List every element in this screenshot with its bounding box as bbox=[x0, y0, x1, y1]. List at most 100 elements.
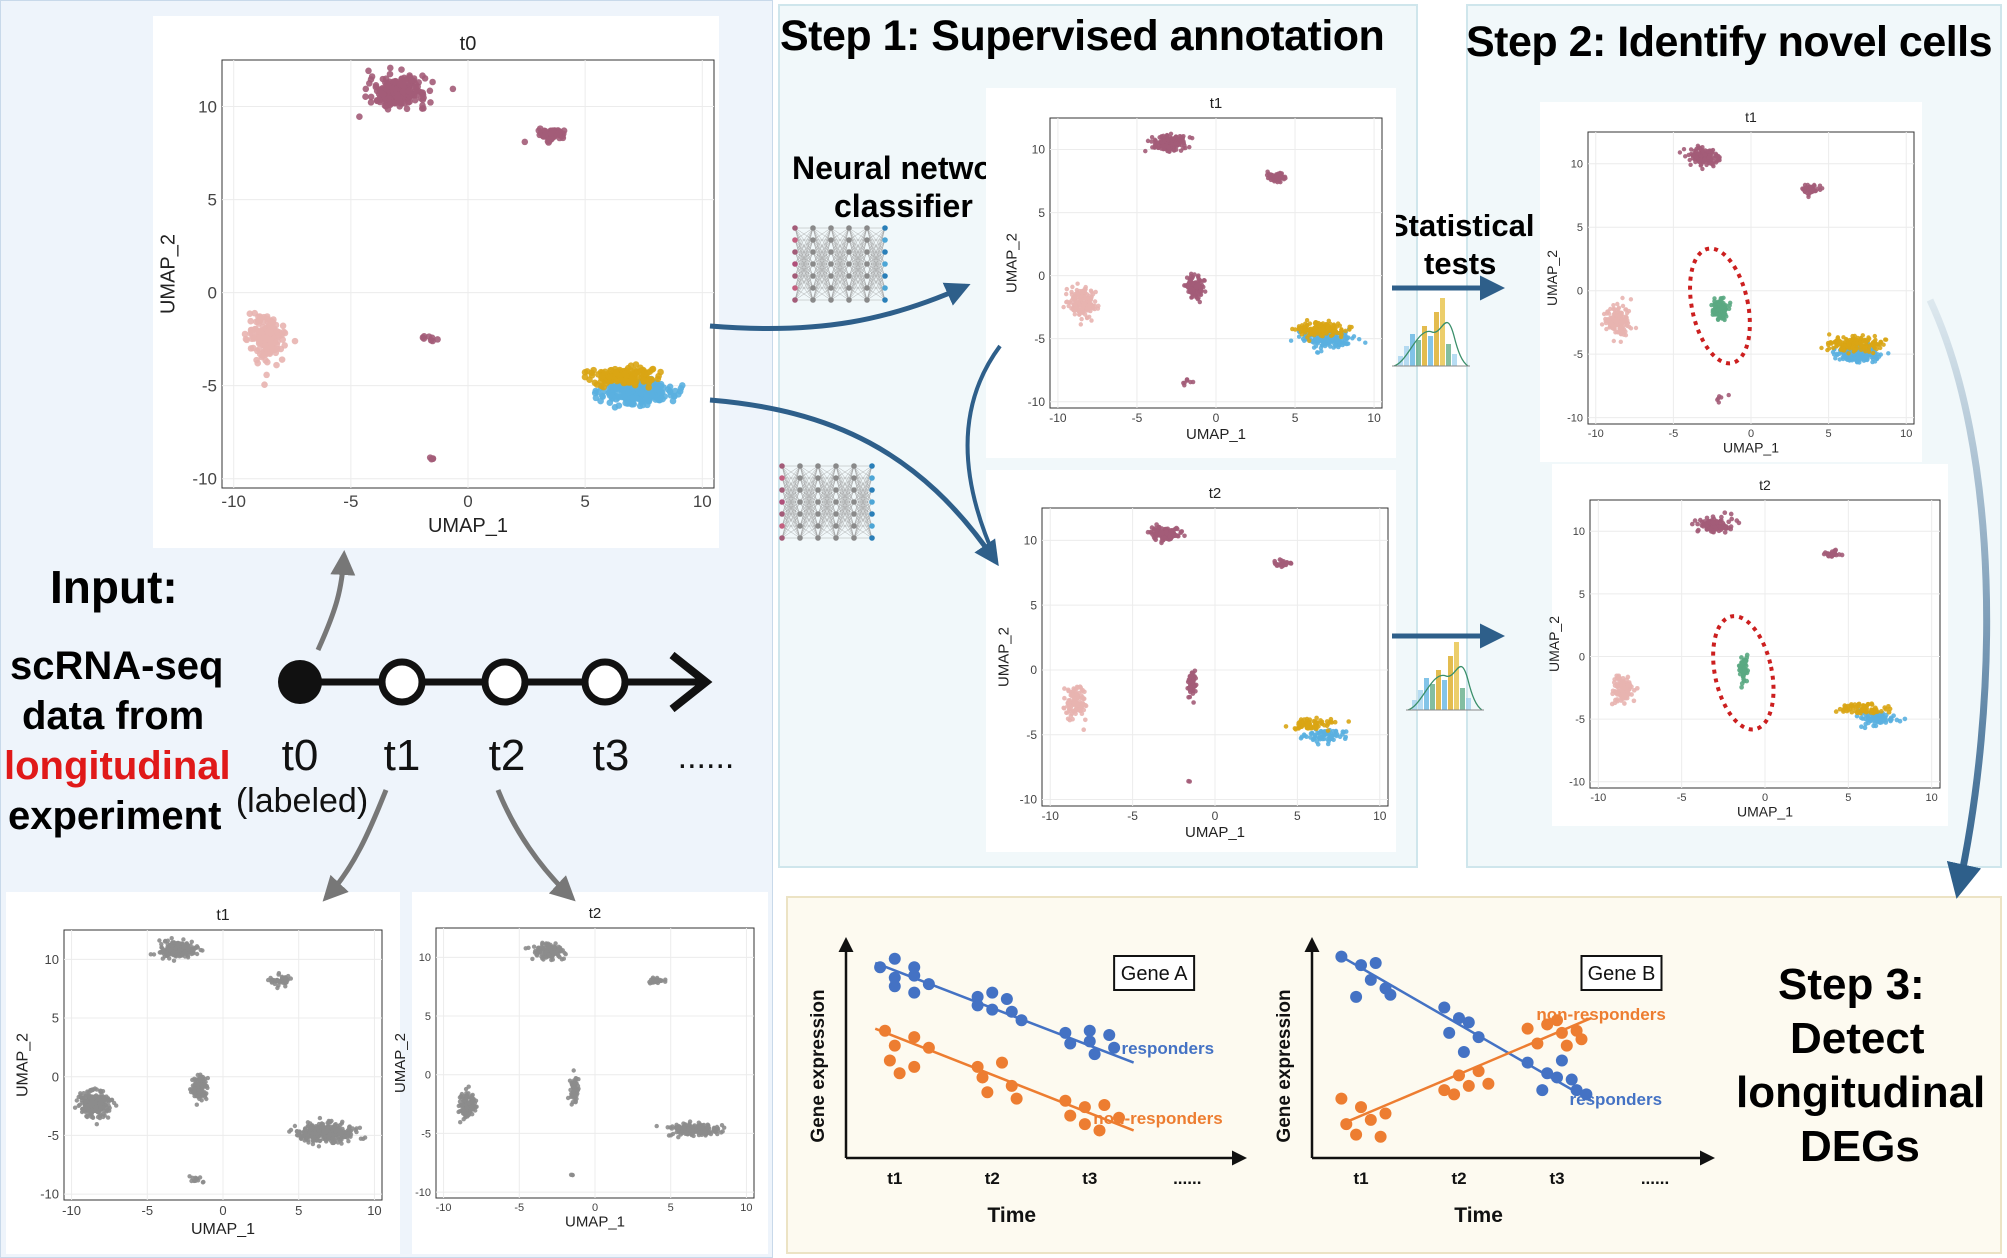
data-point bbox=[251, 325, 259, 333]
data-point bbox=[281, 329, 289, 337]
data-point bbox=[1167, 534, 1172, 539]
data-point bbox=[1332, 719, 1338, 725]
data-point bbox=[1166, 144, 1171, 150]
data-point bbox=[86, 1107, 91, 1112]
data-point bbox=[255, 318, 262, 325]
x-tick-label: -10 bbox=[436, 1202, 452, 1214]
data-point bbox=[613, 369, 620, 377]
x-tick-label: 0 bbox=[1213, 411, 1220, 425]
data-point bbox=[333, 1136, 338, 1141]
data-point bbox=[1081, 707, 1087, 713]
data-point bbox=[1172, 533, 1177, 539]
data-point bbox=[1066, 303, 1071, 309]
data-point bbox=[88, 1111, 94, 1117]
data-point bbox=[1275, 172, 1280, 177]
data-point bbox=[1837, 342, 1842, 347]
data-point bbox=[90, 1087, 96, 1092]
data-point bbox=[1310, 737, 1316, 743]
data-point bbox=[1339, 327, 1344, 332]
data-point bbox=[1826, 553, 1832, 559]
data-point bbox=[1696, 151, 1701, 156]
data-point bbox=[366, 80, 373, 87]
data-point bbox=[1687, 157, 1692, 163]
data-point bbox=[1177, 136, 1182, 142]
y-tick-label: 10 bbox=[1032, 143, 1046, 157]
data-point bbox=[372, 82, 380, 89]
data-point bbox=[521, 138, 529, 146]
data-point bbox=[358, 1136, 364, 1141]
y-tick-label: 5 bbox=[1577, 222, 1583, 234]
data-point bbox=[1336, 339, 1342, 345]
data-point bbox=[81, 1107, 87, 1112]
data-point bbox=[1622, 701, 1627, 706]
data-point bbox=[181, 937, 186, 942]
data-point bbox=[1870, 342, 1876, 347]
y-tick-label: 0 bbox=[1038, 269, 1045, 283]
data-point bbox=[254, 359, 261, 367]
x-tick-label: -5 bbox=[1668, 428, 1678, 440]
data-point bbox=[246, 310, 254, 317]
data-point bbox=[182, 943, 188, 949]
data-point bbox=[1886, 351, 1891, 356]
data-point bbox=[1168, 136, 1174, 142]
data-point bbox=[302, 1138, 307, 1143]
y-tick-label: 5 bbox=[425, 1011, 431, 1023]
data-point bbox=[188, 1087, 193, 1092]
data-point bbox=[1862, 345, 1868, 350]
data-point bbox=[320, 1123, 325, 1129]
data-point bbox=[1334, 731, 1340, 737]
data-point bbox=[1628, 326, 1634, 331]
data-point bbox=[192, 1091, 197, 1096]
data-point bbox=[1340, 729, 1346, 735]
data-point bbox=[707, 1129, 712, 1135]
data-point bbox=[1858, 335, 1864, 341]
data-point bbox=[167, 956, 172, 961]
data-point bbox=[546, 941, 551, 946]
chart-title: t1 bbox=[216, 907, 229, 924]
data-point bbox=[545, 136, 553, 143]
x-tick-label: 5 bbox=[295, 1203, 302, 1218]
data-point bbox=[109, 1097, 115, 1103]
data-point bbox=[1825, 340, 1831, 346]
input-line3: longitudinal bbox=[4, 744, 231, 788]
data-point bbox=[1313, 732, 1318, 738]
data-point bbox=[1081, 303, 1086, 309]
data-point bbox=[1283, 562, 1289, 568]
data-point bbox=[722, 1125, 727, 1130]
data-point bbox=[1070, 716, 1075, 722]
data-point bbox=[249, 344, 257, 352]
data-point bbox=[1072, 296, 1077, 301]
data-point bbox=[1688, 147, 1694, 152]
stats-label-2: tests bbox=[1424, 246, 1497, 281]
data-point bbox=[160, 956, 165, 961]
data-point bbox=[340, 1126, 345, 1132]
data-point bbox=[103, 1099, 109, 1104]
data-point bbox=[1618, 339, 1624, 344]
data-point bbox=[333, 1129, 339, 1134]
data-point bbox=[714, 1126, 720, 1132]
data-point bbox=[536, 131, 543, 139]
data-point bbox=[1712, 299, 1717, 304]
data-point bbox=[1320, 328, 1326, 333]
data-point bbox=[699, 1125, 704, 1130]
data-point bbox=[368, 73, 376, 80]
y-tick-label: -10 bbox=[1567, 413, 1583, 425]
data-point bbox=[1278, 179, 1283, 185]
data-point bbox=[184, 951, 189, 957]
data-point bbox=[1808, 185, 1813, 190]
data-point bbox=[1315, 337, 1321, 343]
data-point bbox=[279, 322, 287, 330]
x-tick-label: -5 bbox=[1132, 411, 1143, 425]
data-point bbox=[551, 952, 557, 957]
data-point bbox=[653, 386, 660, 393]
data-point bbox=[347, 1124, 352, 1130]
data-point bbox=[1151, 528, 1157, 533]
data-point bbox=[78, 1093, 83, 1098]
data-point bbox=[283, 984, 288, 989]
step3-line1: Step 3: bbox=[1778, 960, 1925, 1009]
data-point bbox=[1847, 357, 1853, 362]
step2-title: Step 2: Identify novel cells bbox=[1466, 18, 1993, 66]
y-tick-label: 5 bbox=[1038, 206, 1045, 220]
